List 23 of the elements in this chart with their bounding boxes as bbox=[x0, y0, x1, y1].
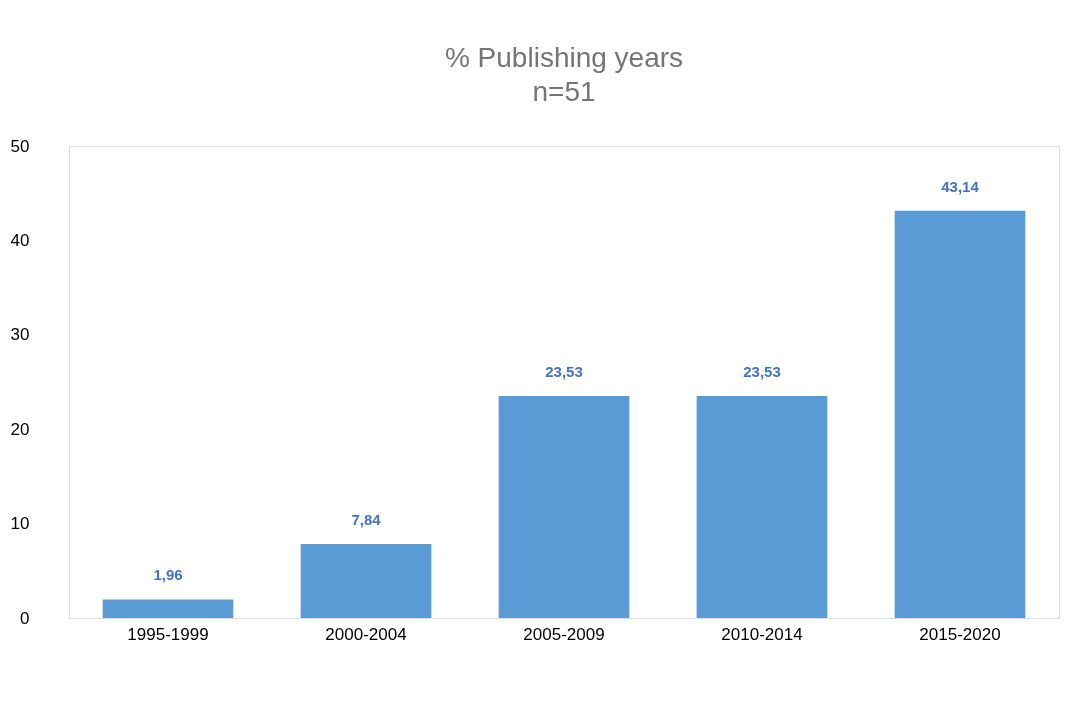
x-tick-label: 2005-2009 bbox=[523, 624, 605, 644]
x-tick-label: 2000-2004 bbox=[325, 624, 407, 644]
bar bbox=[102, 599, 234, 618]
data-label: 43,14 bbox=[941, 177, 980, 195]
bar bbox=[300, 543, 432, 618]
x-tick-label: 2010-2014 bbox=[721, 624, 803, 644]
y-tick-label: 50 bbox=[10, 136, 30, 156]
y-tick-label: 30 bbox=[10, 325, 30, 345]
y-tick-label: 10 bbox=[10, 514, 30, 534]
data-label: 7,84 bbox=[351, 510, 382, 528]
data-label: 1,96 bbox=[153, 566, 183, 584]
bar bbox=[696, 395, 828, 618]
data-label: 23,53 bbox=[743, 362, 781, 380]
x-tick-label: 1995-1999 bbox=[127, 624, 209, 644]
chart-title: % Publishing years bbox=[444, 42, 684, 73]
bar bbox=[894, 210, 1026, 618]
bar bbox=[498, 395, 630, 618]
y-tick-label: 40 bbox=[10, 230, 30, 250]
y-tick-label: 0 bbox=[20, 608, 30, 628]
y-tick-label: 20 bbox=[10, 419, 30, 439]
x-tick-label: 2015-2020 bbox=[919, 624, 1001, 644]
data-label: 23,53 bbox=[545, 362, 583, 380]
chart-subtitle: n=51 bbox=[532, 76, 596, 107]
